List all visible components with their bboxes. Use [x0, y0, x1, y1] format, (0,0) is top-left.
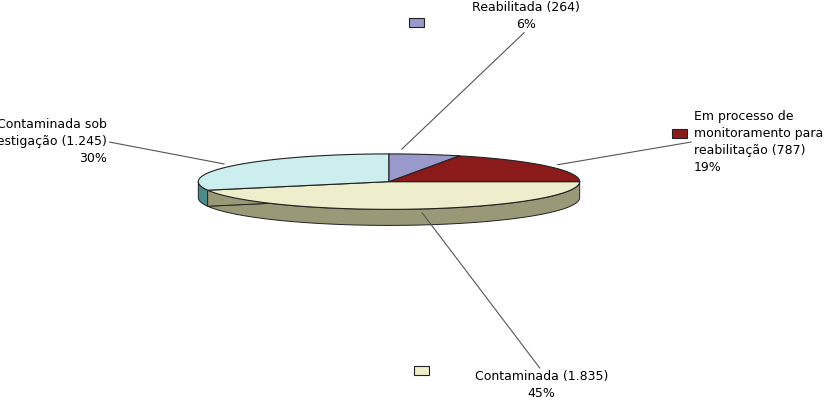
Polygon shape — [207, 182, 389, 206]
Polygon shape — [198, 154, 389, 190]
Text: Reabilitada (264)
6%: Reabilitada (264) 6% — [472, 1, 581, 30]
Polygon shape — [389, 154, 459, 182]
Text: Em processo de
monitoramento para
reabilitação (787)
19%: Em processo de monitoramento para reabil… — [694, 109, 823, 174]
Polygon shape — [389, 156, 580, 182]
Text: Contaminada sob
investigação (1.245)
30%: Contaminada sob investigação (1.245) 30% — [0, 118, 107, 165]
Polygon shape — [207, 182, 580, 225]
Text: Contaminada (1.835)
45%: Contaminada (1.835) 45% — [475, 371, 608, 400]
Polygon shape — [207, 182, 580, 209]
Bar — [409, 18, 424, 27]
Bar — [672, 129, 687, 138]
Bar — [414, 366, 429, 375]
Polygon shape — [207, 182, 389, 206]
Polygon shape — [198, 182, 207, 206]
